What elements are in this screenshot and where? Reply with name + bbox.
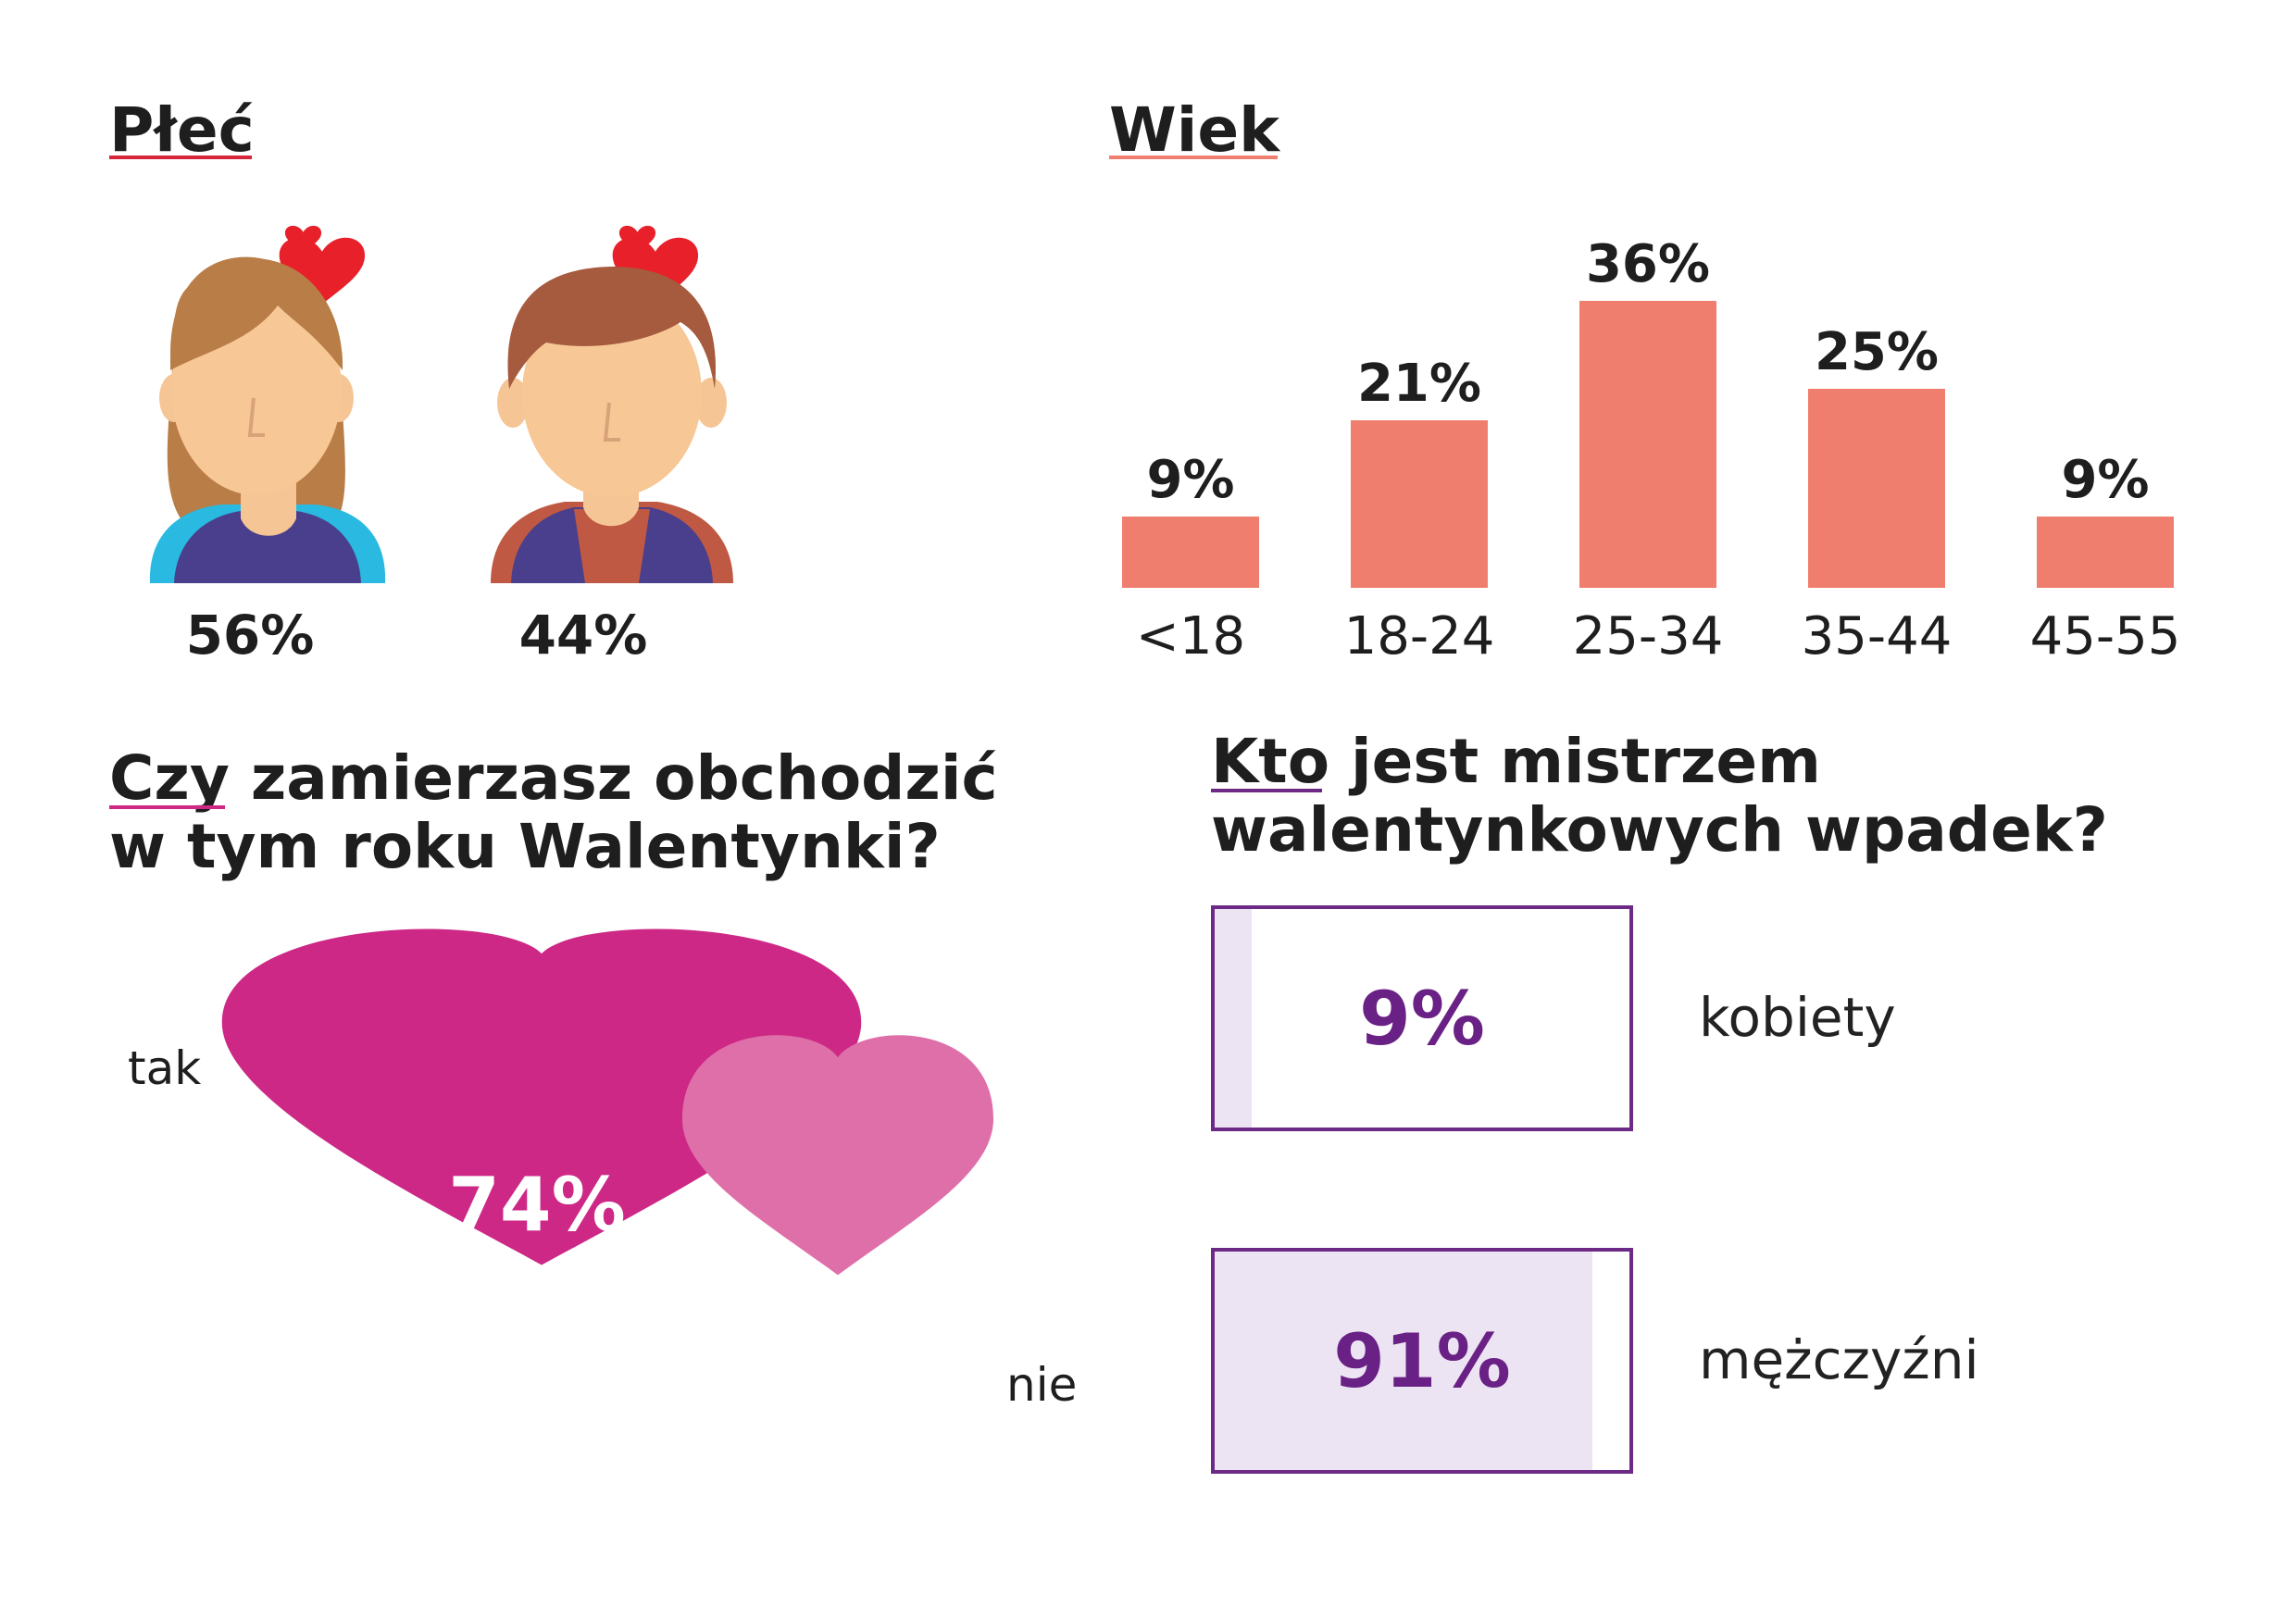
age-tick-label: <18 [1135,606,1246,667]
age-section: Wiek 9% <18 21% 18-24 36% 25-34 25% 35-44 9% 45-5… [1065,0,2296,704]
men-percent: 44% [518,604,648,667]
fail-bar-men: 91% [1211,1248,1633,1474]
woman-avatar [149,225,386,583]
no-heart-icon [681,1035,994,1276]
age-bar-value-label: 36% [1585,234,1711,294]
fails-title-line1: Kto jest mistrzem [1211,726,1821,797]
yes-percent: 74% [448,1162,626,1248]
age-bar [1351,420,1488,588]
age-bar-chart: 9% <18 21% 18-24 36% 25-34 25% 35-44 9% 45-55 [1065,0,2296,704]
no-percent: 26% [754,1328,931,1414]
celebrate-hearts [221,928,862,1265]
age-bar-value-label: 9% [2061,449,2150,510]
age-title: Wiek [1109,94,1280,166]
fail-label: kobiety [1699,986,1896,1049]
age-title-underline [1109,156,1278,159]
age-bar [1808,388,1945,588]
age-tick-label: 18-24 [1343,606,1495,667]
celebrate-section: Czy zamierzasz obchodzić w tym roku Wale… [0,704,1148,1620]
fail-label: mężczyźni [1699,1328,1979,1391]
women-percent: 56% [185,604,315,667]
gender-title-underline [109,156,252,159]
age-bar-value-label: 25% [1814,321,1940,382]
age-bar [1579,301,1716,588]
heart-icon [612,237,699,305]
celebrate-title-line2: w tym roku Walentynki? [109,811,941,882]
age-tick-label: 25-34 [1572,606,1724,667]
age-tick-label: 35-44 [1801,606,1953,667]
man-avatar [491,225,733,583]
fail-percent: 9% [1359,975,1485,1062]
age-bar [1122,516,1259,588]
fails-title-underline [1211,789,1322,792]
fail-bar-women: 9% [1211,905,1633,1131]
fails-title-line2: walentynkowych wpadek? [1211,794,2108,866]
age-tick-label: 45-55 [2029,606,2181,667]
yes-heart-icon [221,928,862,1265]
fails-section: Kto jest mistrzem walentynkowych wpadek?… [1148,704,2296,1620]
heart-icon [279,237,366,305]
celebrate-title-underline [109,805,225,809]
no-label: nie [1006,1358,1078,1412]
fail-bar-fill [1215,909,1253,1128]
celebrate-hearts-svg [681,1035,994,1276]
age-bar-value-label: 9% [1146,449,1235,510]
age-bar [2037,516,2174,588]
fail-bar-fill [1215,1252,1592,1470]
age-bar-value-label: 21% [1356,354,1482,415]
fail-percent: 91% [1333,1317,1511,1404]
celebrate-title-line1: Czy zamierzasz obchodzić [109,742,998,814]
gender-section: Płeć 56% 44% [0,0,1065,704]
gender-title: Płeć [109,94,255,166]
yes-label: tak [128,1041,202,1095]
